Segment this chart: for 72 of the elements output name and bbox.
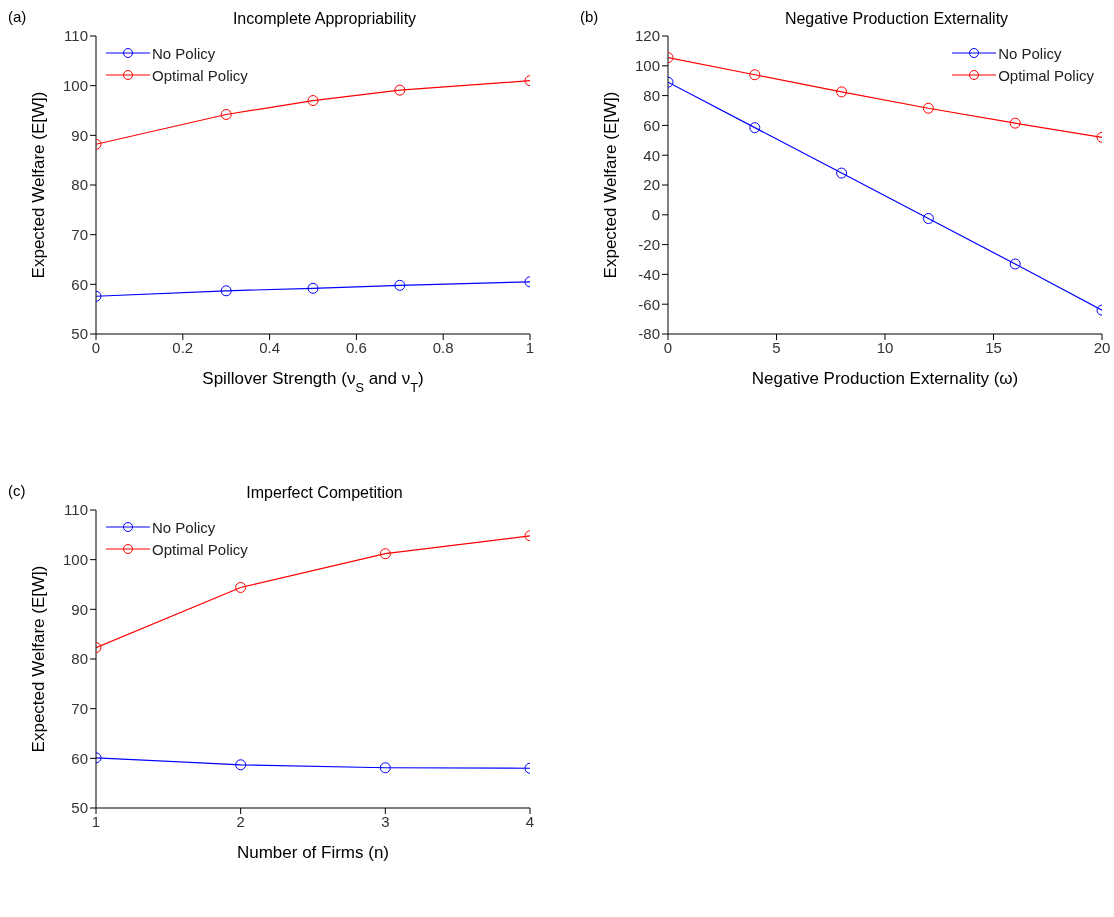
y-tick-label: 20 — [643, 176, 660, 194]
y-tick-label: -80 — [638, 325, 660, 343]
x-tick-label: 10 — [876, 338, 894, 356]
point — [1009, 117, 1021, 129]
point — [749, 69, 761, 81]
x-tick-label: 0 — [663, 338, 673, 356]
y-axis-title: Expected Welfare (E[W]) — [29, 91, 49, 279]
point — [922, 102, 934, 114]
chart-title: Imperfect Competition — [246, 484, 403, 501]
text: (a) — [8, 8, 27, 25]
x-axis-title: Spillover Strength (ν$_{S}$ and ν$_{T}$) — [202, 369, 424, 395]
point — [307, 282, 319, 294]
x-tick-label: 0.8 — [432, 338, 454, 356]
y-tick-label: 80 — [71, 650, 88, 668]
text: (c) — [8, 482, 26, 499]
y-tick-label: 120 — [634, 27, 660, 45]
x-tick-label: 1 — [525, 338, 535, 356]
legend-label: No Policy — [152, 44, 216, 62]
x-tick-label: 2 — [236, 812, 245, 830]
y-tick-label: 110 — [64, 27, 88, 45]
y-tick-label: 50 — [71, 799, 88, 817]
y-tick-label: 50 — [71, 325, 88, 343]
point — [836, 167, 848, 179]
point — [1009, 258, 1021, 270]
x-tick-label: 0.2 — [172, 338, 194, 356]
y-tick-label: 70 — [71, 225, 88, 243]
chart-title: Negative Production Externality — [784, 10, 1009, 27]
y-tick-label: 60 — [643, 116, 660, 134]
y-tick-label: 100 — [62, 550, 88, 568]
chart-title: Incomplete Appropriability — [232, 10, 417, 27]
x-tick-label: 20 — [1093, 338, 1111, 356]
point — [220, 285, 232, 297]
x-tick-label: 15 — [985, 338, 1002, 356]
x-tick-label: 3 — [381, 812, 390, 830]
legend-label: No Policy — [152, 518, 216, 536]
x-axis-title: Number of Firms (n) — [236, 843, 390, 862]
y-tick-label: 90 — [71, 126, 88, 144]
y-tick-label: 100 — [62, 76, 88, 94]
y-axis-title: Expected Welfare (E[W]) — [601, 91, 621, 279]
x-tick-label: 5 — [772, 338, 781, 356]
y-tick-label: 90 — [71, 600, 88, 618]
point — [922, 213, 934, 225]
x-tick-label: 1 — [91, 812, 101, 830]
legend-label: No Policy — [998, 44, 1062, 62]
point — [394, 279, 406, 291]
y-tick-label: -60 — [638, 295, 660, 313]
point — [749, 122, 761, 134]
x-tick-label: 4 — [525, 812, 535, 830]
x-tick-label: 0.6 — [345, 338, 367, 356]
x-tick-label: 0 — [91, 338, 101, 356]
legend-label: Optimal Policy — [152, 540, 248, 558]
y-tick-label: 110 — [64, 501, 88, 519]
point — [307, 95, 319, 107]
y-tick-label: 70 — [71, 699, 88, 717]
legend-label: Optimal Policy — [998, 66, 1094, 84]
x-axis-title: Negative Production Externality (ω) — [751, 369, 1019, 388]
y-tick-label: 40 — [643, 146, 660, 164]
y-tick-label: 80 — [643, 86, 660, 104]
point — [220, 108, 232, 120]
point — [394, 84, 406, 96]
y-axis-title: Expected Welfare (E[W]) — [29, 565, 49, 753]
legend-label: Optimal Policy — [152, 66, 248, 84]
y-tick-label: 0 — [651, 206, 660, 224]
x-tick-label: 0.4 — [259, 338, 281, 356]
text: (b) — [580, 8, 599, 25]
y-tick-label: -20 — [638, 235, 660, 253]
y-tick-label: 100 — [634, 57, 660, 75]
y-tick-label: 60 — [71, 275, 88, 293]
y-tick-label: 60 — [71, 749, 88, 767]
y-tick-label: -40 — [638, 265, 660, 283]
point — [836, 86, 848, 98]
y-tick-label: 80 — [71, 176, 88, 194]
